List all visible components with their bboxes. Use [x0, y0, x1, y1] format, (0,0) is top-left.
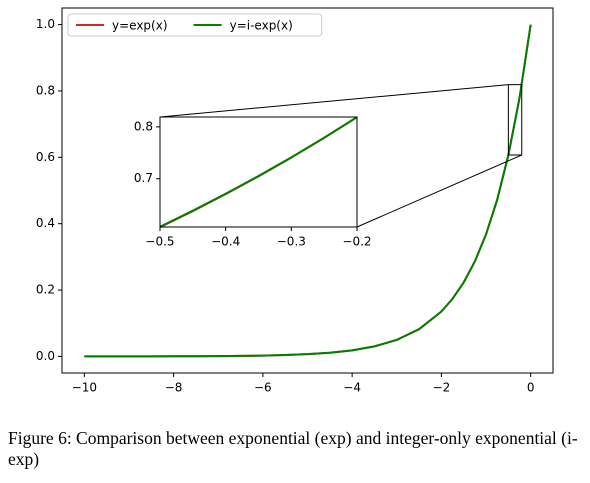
y-tick-label: 0.8 — [36, 83, 55, 97]
plot-area — [160, 117, 357, 227]
y-tick-label: 1.0 — [36, 17, 55, 31]
x-tick-label: −4 — [343, 381, 361, 395]
caption: Figure 6: Comparison between exponential… — [8, 428, 578, 469]
series-line — [159, 116, 358, 228]
axes-frame — [159, 116, 358, 228]
x-tick-label: −0.2 — [342, 235, 371, 249]
series-line — [84, 24, 532, 358]
x-tick-label: −6 — [254, 381, 272, 395]
legend-label: y=i-exp(x) — [230, 19, 293, 33]
x-tick-label: 0 — [527, 381, 535, 395]
y-tick-label: 0.6 — [36, 150, 55, 164]
y-tick-label: 0.2 — [36, 283, 55, 297]
y-tick-label: 0.0 — [36, 349, 55, 363]
x-tick-label: −0.3 — [277, 235, 306, 249]
x-tick-label: −2 — [433, 381, 451, 395]
y-tick-label: 0.7 — [134, 171, 153, 185]
zoom-connector — [356, 154, 522, 228]
axes-frame — [61, 7, 554, 374]
chart: −10 −8 −6 −4 −2 0 0.0 0.2 0.4 0.6 0.8 1.0 y=exp(x) y=… — [36, 7, 554, 395]
x-tick-label: −10 — [72, 381, 97, 395]
zoom-box — [507, 84, 523, 156]
y-tick-label: 0.4 — [36, 216, 55, 230]
x-tick-label: −8 — [165, 381, 183, 395]
zoom-connector — [159, 84, 509, 118]
x-tick-label: −0.4 — [211, 235, 240, 249]
legend-label: y=exp(x) — [112, 19, 168, 33]
x-tick-label: −0.5 — [145, 235, 174, 249]
y-tick-label: 0.8 — [134, 119, 153, 133]
